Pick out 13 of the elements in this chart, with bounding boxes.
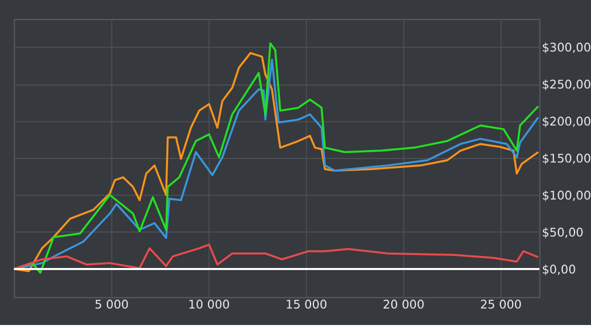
y-tick-label: $0,00: [542, 262, 576, 276]
y-tick-label: $100,00: [542, 188, 591, 202]
x-tick-label: 15 000: [285, 298, 328, 312]
line-series: [14, 244, 540, 270]
x-tick-label: 20 000: [382, 298, 424, 312]
y-tick-label: $150,00: [542, 152, 591, 166]
x-tick-label: 25 000: [480, 298, 522, 312]
y-tick-label: $250,00: [542, 78, 591, 92]
x-tick-label: 10 000: [188, 298, 230, 312]
y-tick-label: $50,00: [542, 225, 584, 240]
y-tick-label: $300,00: [542, 40, 591, 55]
y-tick-label: $200,00: [542, 114, 591, 129]
x-tick-label: 5 000: [94, 298, 129, 312]
